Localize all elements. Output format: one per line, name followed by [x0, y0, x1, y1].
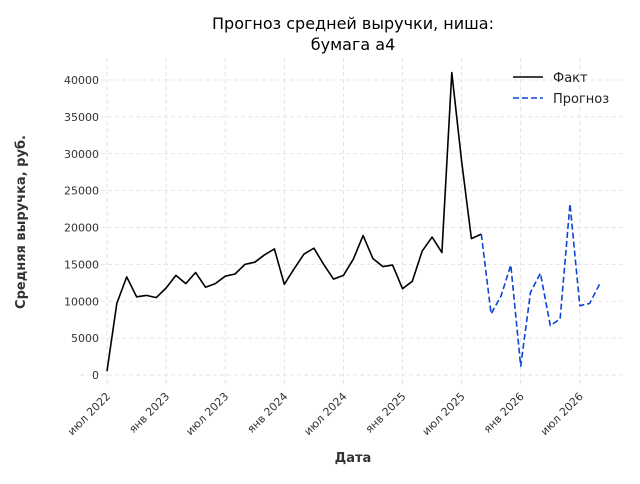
legend-label-fact: Факт [553, 71, 588, 86]
series-line-forecast [481, 204, 599, 366]
y-axis-ticks: 0 5000 10000 15000 20000 25000 30000 35000 40000 [64, 74, 99, 382]
x-tick-label: июл 2024 [301, 390, 349, 438]
legend-label-forecast: Прогноз [553, 92, 609, 107]
chart-title-line-1: Прогноз средней выручки, ниша: [212, 14, 494, 33]
y-tick-label: 0 [92, 369, 99, 382]
x-tick-label: июл 2022 [65, 390, 113, 438]
x-tick-label: янв 2025 [363, 390, 409, 436]
y-tick-label: 40000 [64, 74, 99, 87]
y-tick-label: 30000 [64, 148, 99, 161]
x-tick-label: июл 2026 [538, 390, 586, 438]
y-tick-label: 35000 [64, 111, 99, 124]
y-tick-label: 15000 [64, 258, 99, 271]
grid [80, 58, 625, 388]
y-tick-label: 10000 [64, 295, 99, 308]
y-axis-label: Средняя выручка, руб. [14, 135, 29, 309]
series-line-fact [107, 73, 481, 372]
chart-title-line-2: бумага а4 [311, 35, 396, 54]
y-tick-label: 5000 [71, 332, 99, 345]
x-tick-label: янв 2026 [481, 390, 527, 436]
x-axis-label: Дата [335, 451, 372, 466]
x-tick-label: июл 2023 [183, 390, 231, 438]
x-tick-label: янв 2024 [245, 390, 291, 436]
legend: Факт Прогноз [513, 71, 609, 107]
x-tick-label: июл 2025 [420, 390, 468, 438]
x-tick-label: янв 2023 [126, 390, 172, 436]
y-tick-label: 25000 [64, 185, 99, 198]
y-tick-label: 20000 [64, 222, 99, 235]
series-lines [107, 73, 600, 372]
